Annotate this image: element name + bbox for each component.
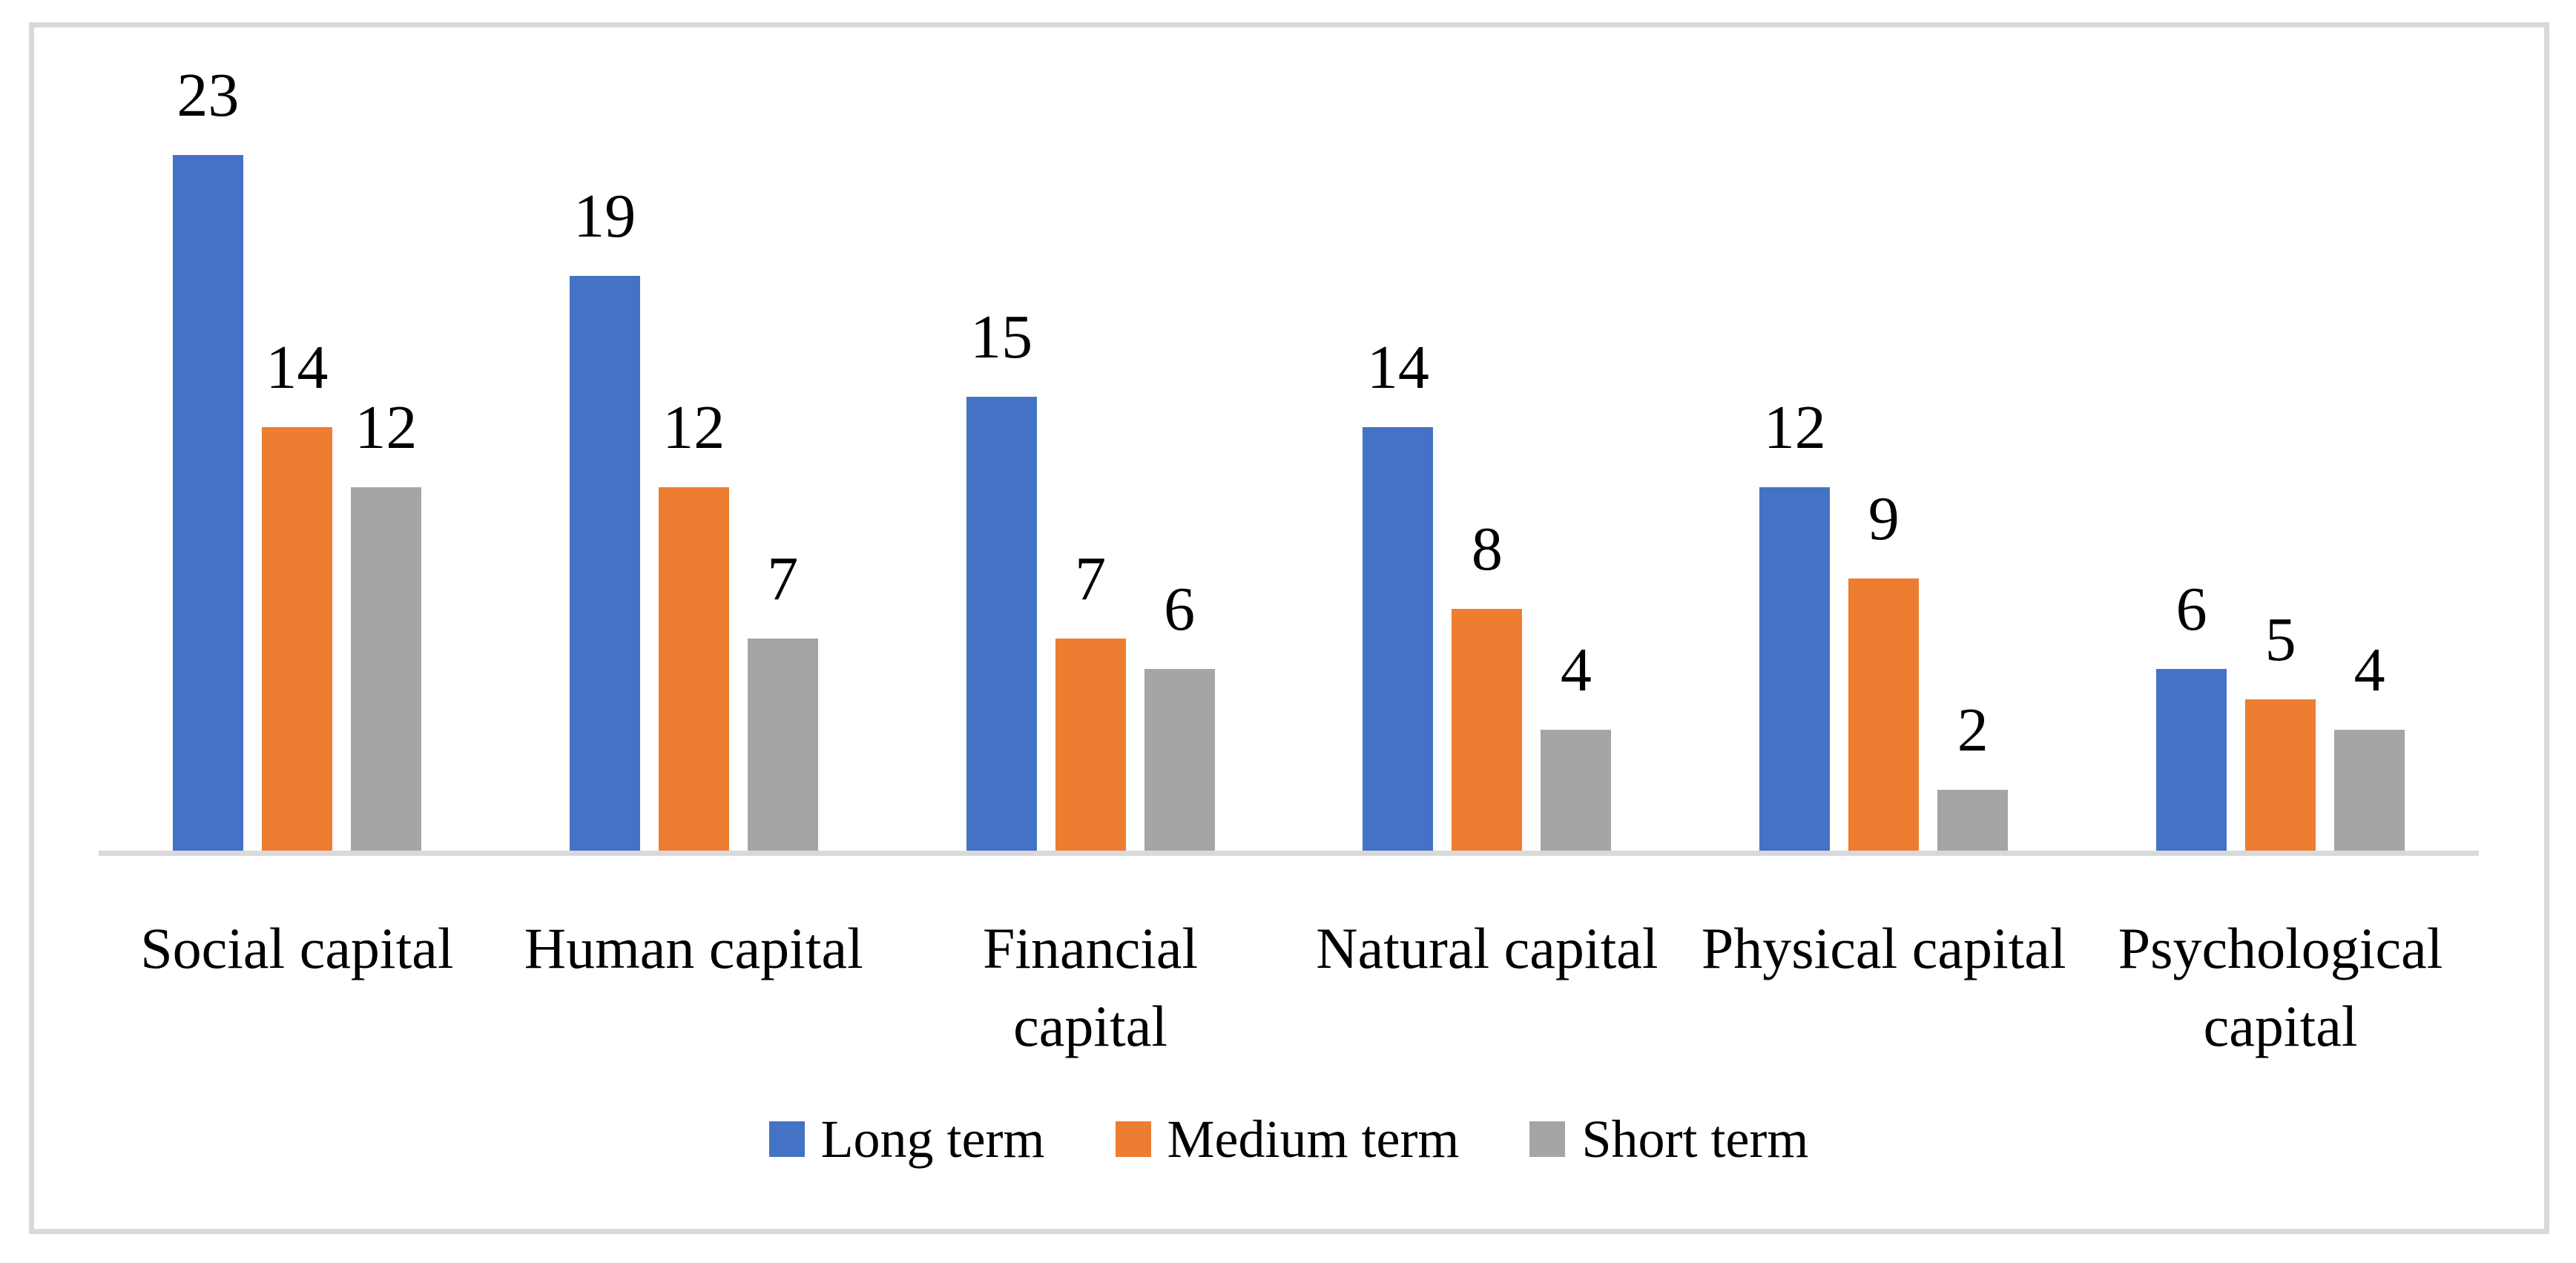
bar-series2-cat2 (658, 487, 729, 851)
bar-value-label: 5 (2264, 605, 2296, 674)
legend-swatch-icon (1529, 1121, 1566, 1157)
bar-value-label: 7 (1075, 544, 1107, 613)
bar-series3-cat4 (1541, 730, 1612, 851)
bar-value-label: 6 (1164, 575, 1196, 644)
bar-value-label: 12 (1763, 393, 1826, 462)
bar-series3-cat3 (1144, 669, 1215, 851)
bar-series3-cat1 (350, 487, 421, 851)
category-label-3: Financial capital (982, 916, 1199, 1059)
legend-item-1: Long term (768, 1109, 1045, 1169)
bar-series2-cat6 (2245, 699, 2316, 851)
bar-series1-cat3 (966, 397, 1037, 851)
category-label-6: Psychological capital (2118, 916, 2443, 1059)
bar-value-label: 4 (2353, 636, 2385, 705)
bar-value-label: 8 (1471, 515, 1503, 584)
bar-value-label: 19 (573, 182, 636, 251)
bar-series2-cat4 (1452, 609, 1523, 851)
legend-label: Medium term (1167, 1109, 1460, 1169)
bar-value-label: 15 (970, 303, 1033, 372)
bar-series1-cat1 (172, 155, 243, 851)
bar-series2-cat5 (1848, 578, 1920, 851)
bar-value-label: 2 (1957, 696, 1989, 765)
category-label-5: Physical capital (1701, 916, 2066, 980)
legend-swatch-icon (768, 1121, 805, 1157)
category-label-1: Social capital (140, 916, 454, 980)
bar-series3-cat6 (2334, 730, 2405, 851)
bar-series1-cat6 (2156, 669, 2227, 851)
bar-value-label: 4 (1560, 636, 1592, 705)
bar-value-label: 14 (1366, 333, 1429, 402)
bar-series1-cat4 (1363, 427, 1434, 851)
bar-value-label: 7 (767, 544, 799, 613)
legend: Long term Medium term Short term (99, 1109, 2479, 1169)
bar-series1-cat5 (1759, 487, 1831, 851)
bar-value-label: 12 (355, 393, 418, 462)
bar-series2-cat3 (1055, 639, 1126, 851)
bar-value-label: 6 (2175, 575, 2207, 644)
category-label-4: Natural capital (1316, 916, 1658, 980)
figure-border (29, 22, 2549, 1234)
x-axis-line (99, 851, 2479, 856)
bar-value-label: 14 (266, 333, 329, 402)
legend-label: Long term (820, 1109, 1045, 1169)
legend-label: Short term (1581, 1109, 1809, 1169)
legend-swatch-icon (1115, 1121, 1151, 1157)
legend-item-2: Medium term (1115, 1109, 1460, 1169)
legend-item-3: Short term (1529, 1112, 1808, 1166)
bar-value-label: 23 (177, 61, 240, 130)
bar-series1-cat2 (569, 276, 640, 851)
bar-value-label: 9 (1868, 484, 1900, 553)
bar-value-label: 12 (662, 393, 725, 462)
bar-series2-cat1 (261, 427, 332, 851)
category-label-2: Human capital (524, 916, 863, 980)
bar-series3-cat2 (747, 639, 818, 851)
bar-series3-cat5 (1937, 790, 2009, 851)
